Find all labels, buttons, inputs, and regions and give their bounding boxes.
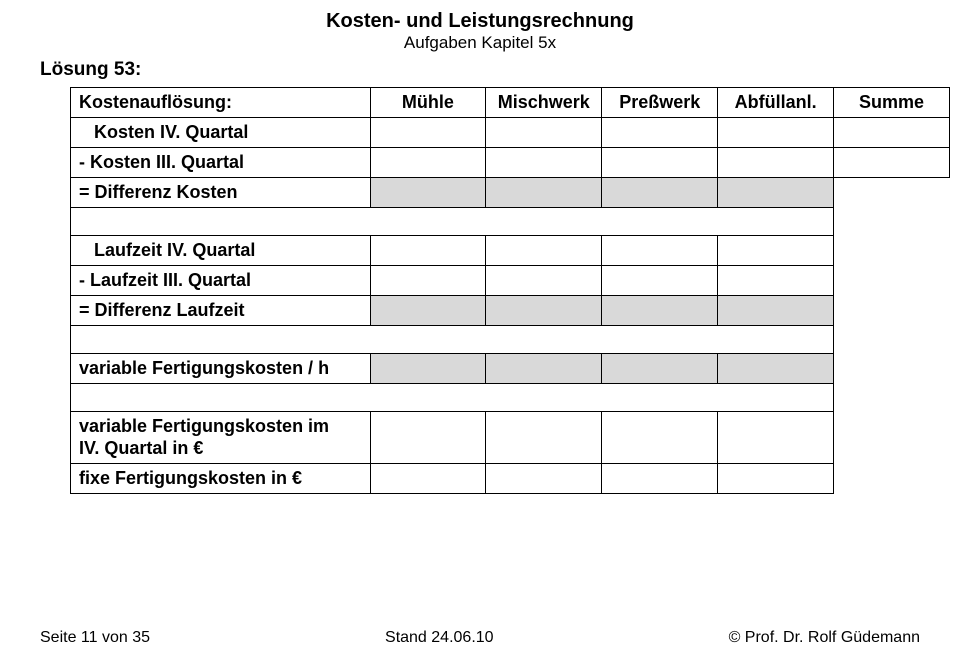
cell-empty (834, 266, 950, 296)
cell-empty (834, 384, 950, 412)
cell (718, 178, 834, 208)
cell (602, 266, 718, 296)
cost-table: Kostenauflösung: Mühle Mischwerk Preßwer… (70, 87, 950, 494)
cell (370, 236, 486, 266)
cell-empty (834, 464, 950, 494)
cell (602, 118, 718, 148)
table-row: - Kosten III. Quartal (71, 148, 950, 178)
cell (834, 118, 950, 148)
row-label: Laufzeit IV. Quartal (71, 236, 371, 266)
spacer-row (71, 384, 950, 412)
cell (718, 296, 834, 326)
page-footer: Seite 11 von 35 Stand 24.06.10 © Prof. D… (40, 629, 920, 647)
spacer (71, 326, 834, 354)
cell (602, 296, 718, 326)
cell-empty (834, 296, 950, 326)
table-row: - Laufzeit III. Quartal (71, 266, 950, 296)
spacer (71, 384, 834, 412)
row-label: - Laufzeit III. Quartal (71, 266, 371, 296)
footer-left: Seite 11 von 35 (40, 629, 150, 647)
cell (486, 118, 602, 148)
table-row: = Differenz Kosten (71, 178, 950, 208)
col-header-label: Kostenauflösung: (71, 88, 371, 118)
cell (486, 178, 602, 208)
col-header: Abfüllanl. (718, 88, 834, 118)
row-label-line1: variable Fertigungskosten im (79, 416, 329, 436)
col-header: Mischwerk (486, 88, 602, 118)
cell-empty (834, 178, 950, 208)
cell (718, 464, 834, 494)
cell (718, 118, 834, 148)
cell (718, 354, 834, 384)
row-label: Kosten IV. Quartal (71, 118, 371, 148)
col-header: Summe (834, 88, 950, 118)
cell (602, 464, 718, 494)
spacer-row (71, 208, 950, 236)
row-label: variable Fertigungskosten im IV. Quartal… (71, 412, 371, 464)
table-row: Kosten IV. Quartal (71, 118, 950, 148)
cell (486, 412, 602, 464)
row-label: - Kosten III. Quartal (71, 148, 371, 178)
spacer (71, 208, 834, 236)
cell (486, 148, 602, 178)
footer-center: Stand 24.06.10 (385, 629, 494, 647)
cell (370, 178, 486, 208)
table-row: fixe Fertigungskosten in € (71, 464, 950, 494)
cell (486, 236, 602, 266)
cell (370, 412, 486, 464)
cell (602, 178, 718, 208)
cell (602, 354, 718, 384)
cell (370, 354, 486, 384)
solution-label: Lösung 53: (40, 59, 920, 81)
table-row: variable Fertigungskosten / h (71, 354, 950, 384)
col-header: Mühle (370, 88, 486, 118)
table-row: Laufzeit IV. Quartal (71, 236, 950, 266)
cell-empty (834, 208, 950, 236)
cell (718, 148, 834, 178)
cell (370, 118, 486, 148)
cell (602, 236, 718, 266)
cell (486, 354, 602, 384)
cell (370, 148, 486, 178)
cell (486, 464, 602, 494)
cell-empty (834, 354, 950, 384)
row-label: fixe Fertigungskosten in € (71, 464, 371, 494)
cell (718, 236, 834, 266)
cell-empty (834, 326, 950, 354)
cell (718, 266, 834, 296)
table-row: = Differenz Laufzeit (71, 296, 950, 326)
table-row: variable Fertigungskosten im IV. Quartal… (71, 412, 950, 464)
cell (486, 296, 602, 326)
doc-title: Kosten- und Leistungsrechnung (40, 10, 920, 33)
doc-subtitle: Aufgaben Kapitel 5x (40, 33, 920, 53)
row-label: = Differenz Laufzeit (71, 296, 371, 326)
cell (370, 266, 486, 296)
page-header: Kosten- und Leistungsrechnung Aufgaben K… (40, 10, 920, 53)
footer-right: © Prof. Dr. Rolf Güdemann (729, 629, 920, 647)
cell (718, 412, 834, 464)
table-header-row: Kostenauflösung: Mühle Mischwerk Preßwer… (71, 88, 950, 118)
row-label: variable Fertigungskosten / h (71, 354, 371, 384)
spacer-row (71, 326, 950, 354)
cell (602, 412, 718, 464)
cell (486, 266, 602, 296)
cell (834, 148, 950, 178)
cell (370, 296, 486, 326)
row-label-line2: IV. Quartal in € (79, 438, 203, 458)
cell (370, 464, 486, 494)
cell-empty (834, 412, 950, 464)
col-header: Preßwerk (602, 88, 718, 118)
row-label: = Differenz Kosten (71, 178, 371, 208)
cell (602, 148, 718, 178)
cell-empty (834, 236, 950, 266)
